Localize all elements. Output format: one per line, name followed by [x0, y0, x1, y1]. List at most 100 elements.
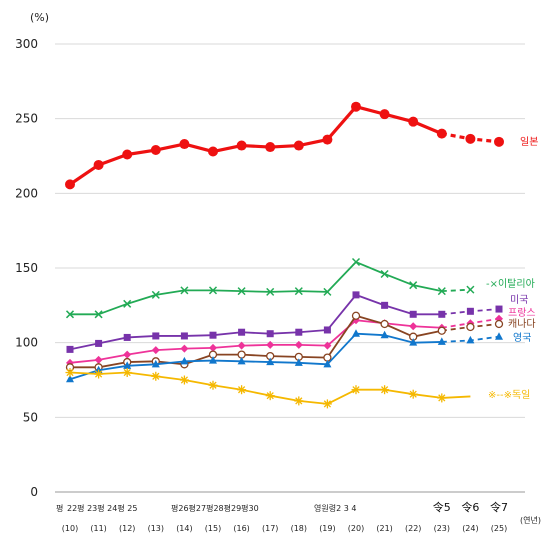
series-circle-filled	[65, 101, 504, 190]
era-label: 令5	[433, 500, 451, 514]
era-label: 평26평27평28평29평30	[171, 503, 259, 513]
data-point	[466, 307, 474, 315]
x-tick-label: (13)	[148, 524, 164, 533]
y-tick-label: 150	[15, 261, 38, 275]
series-asterisk	[65, 368, 471, 409]
data-point	[438, 310, 446, 318]
data-point	[238, 328, 246, 336]
data-point	[180, 332, 188, 340]
data-point	[437, 326, 446, 335]
x-tick-label: (21)	[376, 524, 392, 533]
era-labels: 평 22평 23평 24평 25 평26평27평28평29평30 영원령2 3 4 令5…	[56, 500, 508, 514]
data-point	[237, 287, 246, 296]
series-label: -×이탈리아	[486, 277, 535, 290]
series-x	[65, 257, 475, 319]
data-point	[208, 146, 218, 157]
data-point	[465, 133, 476, 144]
data-point	[236, 140, 247, 151]
data-point	[123, 361, 132, 369]
data-point-stroke	[237, 386, 246, 394]
era-label: 令6	[461, 500, 479, 514]
grid	[55, 43, 525, 493]
data-point	[180, 286, 189, 295]
series-line-dashed	[441, 288, 471, 293]
data-point	[466, 285, 475, 294]
y-tick-label: 100	[15, 336, 38, 350]
data-point	[151, 346, 160, 355]
series-label: 미국	[510, 294, 528, 306]
data-point-stroke	[352, 386, 360, 394]
data-point-stroke	[380, 269, 389, 279]
data-point	[151, 290, 160, 299]
data-point	[66, 374, 74, 383]
series-diamond	[66, 314, 503, 367]
data-point-stroke	[438, 394, 446, 402]
data-point	[380, 269, 389, 279]
data-point	[66, 345, 74, 353]
x-tick-label: (22)	[405, 524, 421, 533]
data-point	[351, 385, 361, 395]
data-point	[266, 287, 275, 296]
data-point	[294, 358, 303, 366]
data-point	[322, 399, 332, 409]
data-point	[409, 310, 417, 318]
y-tick-labels: 0 50 100 150 200 250 300	[15, 37, 38, 499]
data-point	[152, 332, 160, 340]
data-point	[351, 101, 361, 112]
data-point	[93, 159, 104, 170]
data-point	[122, 149, 133, 160]
x-tick-label: (14)	[176, 524, 192, 533]
data-point	[295, 328, 303, 336]
series-square	[66, 291, 503, 353]
x-tick-label: (12)	[119, 524, 135, 533]
series-group	[65, 101, 504, 409]
data-point	[209, 356, 217, 364]
data-point	[352, 291, 360, 299]
data-point	[323, 341, 332, 350]
x-tick-label: (15)	[205, 524, 221, 533]
data-point	[437, 287, 446, 296]
data-point	[179, 375, 189, 385]
data-point	[95, 339, 103, 347]
x-tick-label: (18)	[291, 524, 307, 533]
series-line	[69, 293, 442, 351]
data-point	[150, 145, 161, 156]
data-point-stroke	[180, 376, 189, 384]
data-point	[151, 371, 161, 381]
data-point-stroke	[437, 287, 446, 296]
data-point-stroke	[409, 390, 417, 398]
data-point	[266, 357, 275, 366]
data-point	[322, 134, 333, 145]
data-point-stroke	[351, 257, 361, 267]
data-point	[94, 355, 103, 364]
series-triangle	[66, 329, 503, 383]
series-label: 영국	[513, 332, 531, 344]
x-tick-label: (11)	[90, 524, 106, 533]
data-point	[381, 301, 389, 309]
data-point	[65, 179, 75, 190]
data-point	[495, 332, 503, 340]
data-point	[323, 326, 331, 334]
data-point-stroke	[123, 299, 132, 308]
data-point-stroke	[294, 287, 303, 296]
data-point	[208, 380, 218, 390]
data-point-stroke	[209, 381, 217, 389]
data-point-stroke	[66, 368, 74, 377]
x-tick-label: (17)	[262, 524, 278, 533]
x-tick-label: (24)	[462, 524, 478, 533]
data-point	[266, 340, 275, 349]
data-point	[209, 331, 217, 339]
data-point	[408, 116, 419, 127]
data-point	[123, 299, 132, 308]
data-point	[323, 359, 332, 368]
data-point	[380, 330, 389, 339]
data-point	[494, 319, 504, 329]
data-point	[266, 330, 274, 338]
era-label: 영원령2 3 4	[314, 503, 356, 513]
data-point	[123, 333, 131, 341]
x-tick-label: (23)	[434, 524, 450, 533]
y-unit-label: (%)	[30, 11, 49, 24]
data-point-stroke	[323, 400, 332, 408]
data-point	[294, 340, 303, 349]
